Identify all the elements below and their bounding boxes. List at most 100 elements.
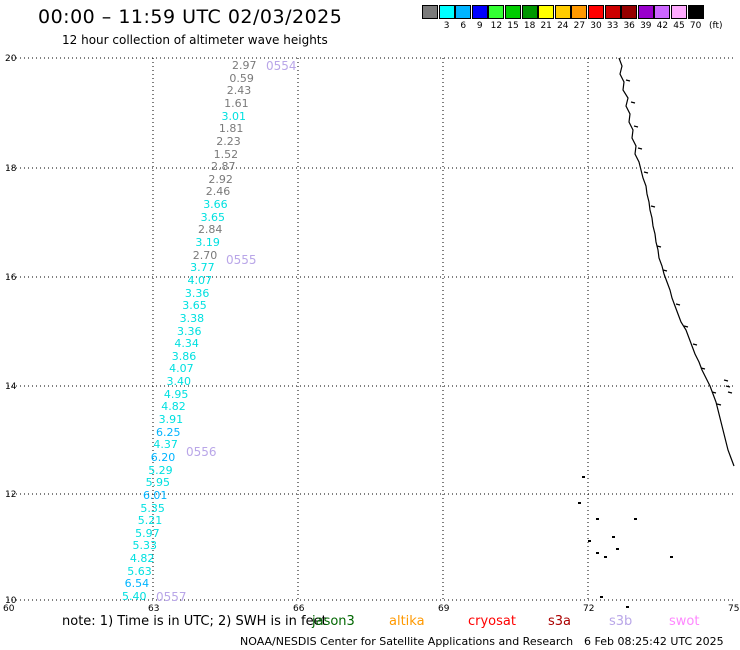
y-tick-label: 10 [5,596,17,606]
y-tick-label: 16 [5,273,17,283]
legend-swatch [471,5,488,19]
islands [578,476,673,608]
legend-label: 12 [490,21,503,31]
coastline-detail [643,171,649,174]
wave-height-value: 5.29 [148,463,173,477]
wave-height-value: 4.95 [163,387,189,401]
wave-height-value: 3.01 [221,109,247,123]
legend-swatch [588,5,604,19]
legend-swatch [538,5,555,19]
legend-swatch [455,5,472,19]
legend-swatch [687,5,704,19]
coastline-detail [662,269,668,272]
legend-swatch [671,5,687,19]
wave-height-value: 2.23 [216,134,241,148]
wave-height-value: 3.65 [182,299,207,313]
wave-height-value: 2.84 [197,223,223,237]
legend-label: 27 [573,21,586,31]
y-tick-label: 14 [5,382,17,392]
coastline-detail [650,205,656,208]
wave-height-value: 2.46 [205,185,231,199]
coastline-path [618,57,735,467]
island [600,596,603,598]
island [588,540,591,542]
legend-swatch [521,5,538,19]
wave-height-value: 3.40 [166,375,192,389]
legend-label: 15 [507,21,519,31]
y-tick-label: 12 [5,490,17,500]
wave-height-value: 3.38 [179,311,205,325]
wave-height-value: 5.97 [135,526,160,540]
x-tick-label: 66 [293,604,305,614]
coastline-detail [637,147,643,150]
coastline-detail [683,325,689,328]
wave-height-value: 5.33 [132,539,157,553]
legend-label: 9 [476,21,483,31]
legend-swatch [621,5,638,19]
legend-label: 21 [540,21,552,31]
generated-timestamp: 6 Feb 08:25:42 UTC 2025 [584,635,724,648]
coastline [618,57,735,467]
wave-height-value: 5.21 [137,514,163,528]
island [626,606,629,608]
wave-height-value: 3.36 [184,286,210,300]
footer-note: note: 1) Time is in UTC; 2) SWH is in fe… [62,614,327,629]
wave-height-value: 4.34 [174,337,199,351]
wave-height-value: 4.82 [161,400,186,414]
x-tick-label: 69 [438,604,450,614]
legend-label: 70 [689,21,702,31]
wave-height-value: 6.20 [150,450,176,464]
legend-label: 3 [443,21,450,31]
satellite-name: altika [389,614,425,629]
wave-height-value: 2.70 [192,248,218,262]
coastline-detail [656,245,662,248]
coastline-detail [692,343,698,346]
legend-swatch [505,5,521,19]
wave-height-value: 6.25 [156,425,181,439]
legend-swatch [438,5,455,19]
wave-height-value: 3.91 [158,413,184,426]
legend-label: 6 [460,21,467,31]
coastline-detail [675,303,681,306]
island [578,502,581,504]
satellite-name: swot [669,614,700,629]
island [582,476,585,478]
island [596,552,599,554]
coastline-detail [625,79,631,82]
wave-height-value: 4.37 [153,438,178,452]
y-tick-label: 20 [5,54,17,64]
wave-height-value: 6.01 [142,488,168,502]
island [604,556,607,558]
coastline-detail [700,367,706,370]
wave-height-value: 1.52 [213,147,239,161]
wave-height-value: 5.35 [140,501,165,515]
credit-line: NOAA/NESDIS Center for Satellite Applica… [240,635,574,648]
wave-height-value: 4.07 [187,273,212,287]
satellite-name: s3b [609,614,633,629]
wave-height-value: 0.59 [229,71,254,85]
x-tick-label: 63 [148,604,160,614]
pass-label: 0556 [186,445,217,459]
legend-label: 45 [673,21,685,31]
wave-height-value: 3.19 [195,236,220,249]
legend-swatch [604,5,621,19]
pass-label: 0554 [266,59,297,73]
wave-height-value: 2.87 [211,160,236,174]
map-title: 00:00 – 11:59 UTC 02/03/2025 [38,6,343,28]
pass-label: 0555 [226,253,257,267]
island [634,518,637,520]
x-tick-label: 72 [583,604,595,614]
legend-swatch [554,5,571,19]
legend-unit: (ft) [709,21,723,31]
legend-label: 36 [623,21,635,31]
wave-height-value: 2.43 [226,84,252,98]
legend-swatch [654,5,671,19]
y-tick-label: 18 [5,164,17,174]
legend-label: 30 [590,21,602,31]
wave-height-value: 5.40 [122,590,147,603]
wave-height-value: 3.86 [171,349,197,363]
wave-height-value: 3.65 [200,210,226,224]
coastline-detail [723,379,729,382]
coastline-detail [633,125,639,128]
